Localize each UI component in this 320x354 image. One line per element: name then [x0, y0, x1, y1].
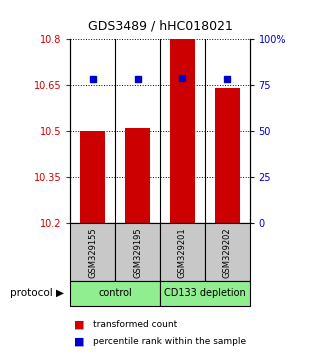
Text: ■: ■	[74, 320, 84, 330]
Bar	[215, 88, 239, 223]
Bar	[125, 128, 150, 223]
Text: protocol ▶: protocol ▶	[10, 289, 64, 298]
Text: transformed count: transformed count	[93, 320, 177, 330]
Text: percentile rank within the sample: percentile rank within the sample	[93, 337, 246, 347]
Text: CD133 depletion: CD133 depletion	[164, 289, 246, 298]
Text: GSM329202: GSM329202	[223, 227, 232, 278]
Bar	[170, 39, 195, 223]
Text: GSM329201: GSM329201	[178, 227, 187, 278]
Text: control: control	[98, 289, 132, 298]
Text: GSM329195: GSM329195	[133, 227, 142, 278]
Text: GDS3489 / hHC018021: GDS3489 / hHC018021	[88, 19, 232, 33]
Text: GSM329155: GSM329155	[88, 227, 97, 278]
Text: ■: ■	[74, 337, 84, 347]
Bar	[81, 131, 105, 223]
